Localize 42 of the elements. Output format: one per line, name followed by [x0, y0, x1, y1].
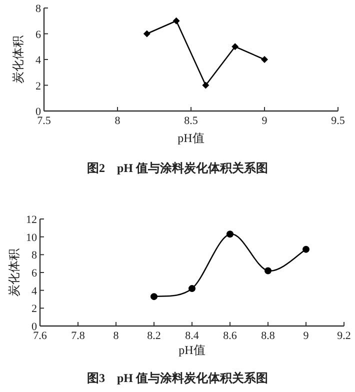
x-tick-label: 7.6 — [33, 330, 48, 342]
point — [143, 30, 150, 38]
y-tick-label: 6 — [32, 268, 38, 280]
y-tick-label: 6 — [36, 28, 42, 41]
point — [261, 56, 268, 63]
point — [226, 230, 234, 238]
y-tick-label: 2 — [32, 303, 37, 316]
text: 图3 pH 值与涂料炭化体积关系图 — [86, 371, 268, 385]
y-tick-label: 2 — [36, 80, 41, 92]
y-tick-label: 4 — [32, 285, 38, 298]
x-tick-label: 8 — [114, 115, 121, 127]
y-axis-title: 炭化体积 — [7, 248, 21, 296]
y-axis-title: 炭化体积 — [11, 36, 25, 84]
y-tick-label: 0 — [36, 106, 42, 118]
point — [188, 285, 196, 292]
x-axis-title: pH值 — [178, 131, 204, 145]
point — [302, 246, 310, 253]
point — [150, 293, 158, 300]
x-tick-label: 8 — [113, 330, 120, 342]
y-tick-label: 0 — [32, 321, 38, 333]
x-tick-label: 8.2 — [147, 330, 161, 342]
x-tick-label: 7.8 — [71, 330, 86, 342]
point — [202, 82, 210, 89]
point — [172, 17, 180, 24]
x-tick-label: 9.5 — [331, 115, 346, 127]
y-tick-label: 8 — [36, 3, 42, 15]
y-tick-label: 4 — [36, 54, 42, 66]
point — [264, 267, 272, 274]
text: 图2 pH 值与涂料炭化体积关系图 — [86, 161, 268, 175]
x-tick-label: 8.4 — [185, 330, 200, 342]
point — [232, 43, 239, 50]
x-tick-label: 9.2 — [337, 330, 351, 342]
y-tick-label: 12 — [26, 214, 37, 226]
x-tick-label: 8.6 — [223, 330, 238, 342]
x-tick-label: 9 — [262, 115, 268, 127]
x-tick-label: 9 — [303, 330, 310, 342]
x-tick-label: 8.8 — [261, 330, 276, 342]
x-tick-label: 8.5 — [184, 115, 198, 127]
x-axis-title: pH值 — [178, 343, 206, 357]
y-tick-label: 8 — [32, 250, 38, 262]
y-tick-label: 10 — [26, 232, 38, 244]
x-tick-label: 7.5 — [37, 115, 52, 127]
